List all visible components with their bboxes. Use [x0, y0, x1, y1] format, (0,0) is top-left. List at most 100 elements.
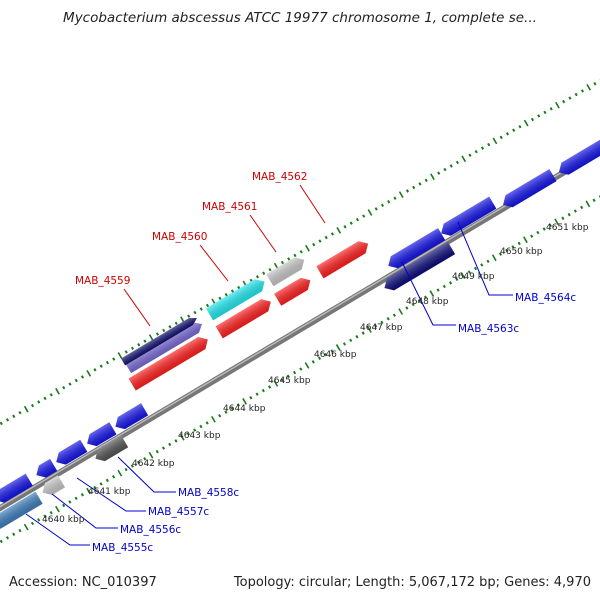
outer-track-tick	[380, 203, 385, 208]
inner-track-tick	[585, 200, 591, 208]
gene-mab-4562[interactable]	[316, 238, 371, 279]
inner-track-tick	[530, 234, 534, 238]
inner-track-tick	[335, 344, 341, 351]
inner-track-tick	[449, 281, 453, 285]
inner-track-tick	[286, 374, 290, 378]
gene-mab-4559-lower[interactable]	[124, 319, 205, 374]
gene-blue-2[interactable]	[438, 196, 497, 240]
gene-mab-4559[interactable]	[121, 315, 199, 366]
gene-mab-4563c[interactable]	[381, 242, 456, 294]
inner-track-tick	[342, 342, 347, 346]
gene-blue-5[interactable]	[84, 422, 117, 449]
inner-track-tick	[517, 241, 521, 246]
inner-track-tick	[242, 398, 248, 405]
callout-line	[401, 261, 456, 326]
gene-mab-4558c[interactable]	[92, 435, 129, 464]
tick-label: 4641 kbp	[88, 487, 131, 497]
gene-mab-4561[interactable]	[266, 254, 308, 287]
gene-label-forward[interactable]: MAB_4560	[152, 231, 207, 243]
inner-track-tick	[23, 523, 29, 531]
callout-line	[457, 221, 513, 296]
outer-tick-track	[0, 79, 600, 426]
inner-track-tick	[117, 469, 123, 477]
inner-track-tick	[361, 331, 365, 335]
tick-label: 4645 kbp	[268, 376, 311, 386]
gene-label-forward[interactable]: MAB_4559	[75, 275, 130, 287]
outer-track-tick	[148, 334, 154, 341]
tick-label: 4644 kbp	[223, 404, 266, 414]
inner-track-tick	[205, 421, 209, 425]
gene-blue-8[interactable]	[0, 473, 33, 506]
gene-blue-4[interactable]	[112, 403, 149, 432]
outer-track-tick	[205, 303, 210, 308]
outer-track-tick	[5, 418, 10, 422]
gene-blue-1[interactable]	[385, 228, 446, 272]
gene-mab-4560[interactable]	[205, 276, 268, 321]
gene-features	[0, 137, 600, 533]
gene-label-reverse[interactable]: MAB_4556c	[120, 524, 181, 536]
tick-label: 4646 kbp	[314, 350, 357, 360]
gene-blue-6[interactable]	[53, 439, 88, 468]
outer-track-tick	[537, 114, 541, 118]
gene-label-reverse[interactable]: MAB_4555c	[92, 542, 153, 554]
inner-track-tick	[268, 385, 272, 389]
outer-track-tick	[543, 110, 547, 115]
gene-label-forward[interactable]: MAB_4562	[252, 171, 307, 183]
gene-label-reverse[interactable]: MAB_4563c	[458, 323, 519, 335]
outer-track-tick	[474, 149, 478, 154]
outer-track-tick	[492, 137, 498, 145]
gene-label-forward[interactable]: MAB_4561	[202, 201, 257, 213]
outer-track-tick	[105, 360, 110, 365]
outer-track-tick	[355, 217, 360, 222]
inner-track-tick	[554, 218, 560, 226]
gene-mab-4564c[interactable]	[500, 169, 557, 211]
inner-track-tick	[168, 442, 172, 447]
inner-track-tick	[148, 451, 154, 459]
inner-track-tick	[12, 532, 16, 536]
inner-track-tick	[573, 209, 577, 213]
outer-track-tick	[574, 92, 578, 97]
inner-track-tick	[292, 370, 297, 375]
inner-track-tick	[255, 392, 259, 396]
gene-label-reverse[interactable]: MAB_4564c	[515, 292, 576, 304]
outer-track-tick	[268, 267, 272, 272]
inner-track-tick	[179, 433, 185, 441]
callout-line	[51, 493, 118, 529]
inner-track-tick	[411, 302, 415, 307]
inner-track-tick	[5, 536, 10, 540]
inner-track-tick	[224, 410, 228, 414]
inner-track-tick	[86, 487, 91, 495]
outer-track-tick	[193, 310, 197, 315]
outer-track-tick	[512, 128, 516, 132]
gene-red-2[interactable]	[215, 296, 275, 339]
outer-track-tick	[374, 207, 378, 211]
outer-track-tick	[449, 164, 453, 168]
outer-track-tick	[593, 82, 597, 86]
inner-track-tick	[349, 338, 353, 343]
outer-track-tick	[305, 244, 310, 252]
outer-track-tick	[117, 352, 123, 359]
outer-track-tick	[455, 160, 460, 165]
gene-blue-3[interactable]	[555, 137, 600, 179]
gene-blue-7[interactable]	[33, 458, 58, 481]
map-plot: 4640 kbp 4641 kbp 4642 kbp 4643 kbp 4644 kbp…	[0, 79, 600, 554]
inner-track-tick	[429, 290, 435, 297]
inner-tick-track	[0, 195, 600, 544]
gene-red-1[interactable]	[128, 333, 212, 391]
inner-track-tick	[480, 263, 484, 267]
callout-line	[249, 214, 277, 253]
gene-label-reverse[interactable]: MAB_4558c	[178, 487, 239, 499]
inner-track-tick	[112, 475, 116, 479]
outer-track-tick	[586, 83, 592, 91]
gene-mab-4555c[interactable]	[0, 491, 43, 533]
gene-label-reverse[interactable]: MAB_4557c	[148, 506, 209, 518]
outer-track-tick	[349, 221, 353, 225]
outer-track-tick	[23, 405, 29, 413]
tick-label: 4649 kbp	[452, 272, 495, 282]
inner-track-tick	[498, 252, 503, 256]
gene-mab-4556c[interactable]	[39, 475, 66, 498]
gene-red-3[interactable]	[274, 274, 314, 306]
inner-track-tick	[380, 320, 384, 325]
inner-track-tick	[299, 367, 303, 371]
